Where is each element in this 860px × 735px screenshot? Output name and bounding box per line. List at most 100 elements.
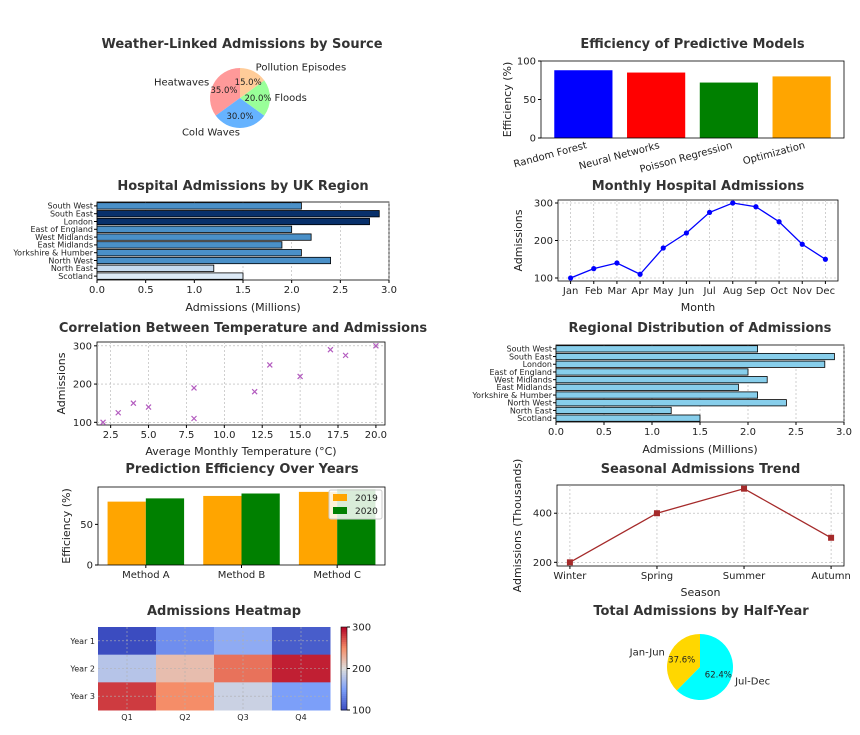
bar-series xyxy=(555,345,835,422)
y-axis-label: Efficiency (%) xyxy=(60,488,73,564)
x-tick-label: Optimization xyxy=(742,140,807,167)
bar xyxy=(241,493,280,565)
chart-title: Seasonal Admissions Trend xyxy=(601,462,801,477)
bar xyxy=(555,345,759,353)
x-tick-label: 15.0 xyxy=(289,430,311,441)
data-point xyxy=(100,419,106,426)
y-tick-label: 100 xyxy=(517,57,536,68)
y-tick-label: 200 xyxy=(534,236,553,247)
colorbar-segment xyxy=(341,668,347,672)
legend-label: 2019 xyxy=(355,494,378,504)
chart-title: Hospital Admissions by UK Region xyxy=(117,179,368,194)
colorbar-segment xyxy=(341,666,347,669)
bar-series-2019 xyxy=(107,491,338,565)
y-tick-label: South East xyxy=(50,210,93,219)
y-tick-label: 200 xyxy=(533,558,552,569)
colorbar xyxy=(340,626,350,711)
pie-slice xyxy=(240,80,270,116)
x-tick-label: 3.0 xyxy=(836,427,852,438)
colorbar-segment xyxy=(341,693,347,696)
colorbar-segment xyxy=(341,695,347,699)
y-tick-label: East of England xyxy=(489,368,552,377)
pie-slice xyxy=(676,634,734,701)
x-tick-label: Spring xyxy=(641,571,673,582)
data-point xyxy=(568,275,574,281)
data-point xyxy=(327,346,334,353)
bar xyxy=(555,376,768,384)
slice-percent-label: 15.0% xyxy=(235,78,262,88)
y-tick-label: North West xyxy=(48,256,93,265)
y-tick-label: Scotland xyxy=(58,272,93,281)
y-tick-label: 200 xyxy=(73,380,92,391)
chart-title: Total Admissions by Half-Year xyxy=(593,604,809,619)
data-point xyxy=(799,241,805,247)
colorbar-segment xyxy=(341,670,347,674)
x-tick-label: 2.5 xyxy=(332,285,348,296)
x-tick-label: Jul xyxy=(703,286,716,297)
slice-label: Floods xyxy=(275,93,307,104)
legend-swatch xyxy=(333,494,347,501)
legend-label: 2020 xyxy=(355,507,378,517)
colorbar-segment xyxy=(341,701,347,705)
data-point xyxy=(191,415,197,422)
x-axis-label: Average Monthly Temperature (°C) xyxy=(145,445,336,458)
bar xyxy=(772,76,831,138)
y-axis-label: Admissions (Thousands) xyxy=(511,459,524,593)
y-tick-label: 100 xyxy=(534,274,553,285)
x-tick-label: Apr xyxy=(631,286,649,297)
data-point xyxy=(342,352,349,359)
colorbar-segment xyxy=(341,703,347,707)
row-label: Year 1 xyxy=(69,637,95,646)
bar xyxy=(699,82,758,138)
series-markers xyxy=(568,200,829,281)
data-point xyxy=(637,271,643,277)
pie-slice xyxy=(240,68,265,98)
colorbar-segment xyxy=(341,653,347,657)
y-tick-label: 100 xyxy=(73,418,92,429)
colorbar-segment xyxy=(341,705,347,709)
bar xyxy=(96,241,283,249)
colorbar-segment xyxy=(341,631,347,634)
y-tick-label: West Midlands xyxy=(494,375,552,384)
colorbar-tick-label: 200 xyxy=(352,664,371,675)
col-label: Q3 xyxy=(237,713,248,722)
data-point xyxy=(115,409,122,416)
x-tick-label: 12.5 xyxy=(251,430,273,441)
x-tick-label: Aug xyxy=(723,286,743,297)
pie-chart xyxy=(667,634,734,701)
slice-label: Heatwaves xyxy=(154,77,209,88)
x-tick-label: 20.0 xyxy=(365,430,387,441)
x-tick-label: Feb xyxy=(585,286,603,297)
x-tick-label: Mar xyxy=(607,286,627,297)
y-tick-label: Scotland xyxy=(517,414,552,423)
colorbar-segment xyxy=(341,635,347,638)
x-tick-label: Method A xyxy=(122,570,170,581)
data-point xyxy=(266,362,273,368)
bar xyxy=(96,272,244,280)
y-tick-label: 50 xyxy=(523,95,536,106)
x-tick-label: Summer xyxy=(723,571,766,582)
data-point xyxy=(372,342,379,349)
colorbar-segment xyxy=(341,662,347,665)
bar xyxy=(203,495,242,565)
y-axis-label: Admissions xyxy=(512,209,525,271)
bar xyxy=(96,210,380,218)
x-tick-label: Winter xyxy=(553,571,587,582)
x-tick-label: Method B xyxy=(218,570,266,581)
bar xyxy=(96,249,302,257)
colorbar-segment xyxy=(341,647,347,651)
colorbar-segment xyxy=(341,645,347,649)
x-tick-label: Autumn xyxy=(811,571,851,582)
y-axis-label: Efficiency (%) xyxy=(501,62,514,138)
chart-title: Correlation Between Temperature and Admi… xyxy=(59,321,427,336)
bar xyxy=(555,383,739,391)
data-point xyxy=(683,230,690,236)
y-tick-label: South West xyxy=(48,202,93,211)
chart-title: Prediction Efficiency Over Years xyxy=(125,462,358,477)
pie-slice xyxy=(210,68,240,116)
data-point xyxy=(753,204,759,210)
bar xyxy=(555,352,835,361)
series-line xyxy=(570,202,826,279)
bar xyxy=(555,399,787,407)
x-tick-label: Oct xyxy=(770,286,787,297)
